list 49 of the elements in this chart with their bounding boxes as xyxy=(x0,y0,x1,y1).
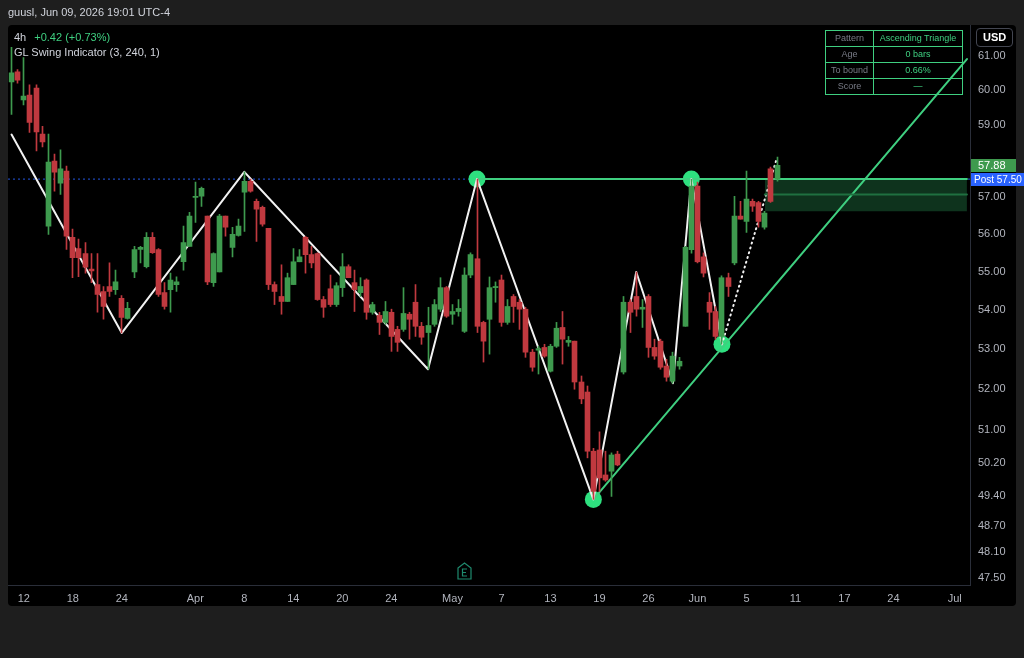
y-tick-label: 53.00 xyxy=(978,342,1006,355)
annotation: Score xyxy=(825,78,874,95)
y-axis-title: USD xyxy=(976,28,1014,47)
text: 57.88 xyxy=(971,158,1016,172)
annotation: Ascending Triangle xyxy=(873,30,963,47)
y-tick-label: 47.50 xyxy=(978,571,1006,584)
x-tick-label: Jun xyxy=(688,591,707,604)
y-tick-label: 50.20 xyxy=(978,455,1006,468)
x-tick-label: 20 xyxy=(336,591,349,604)
y-tick-label: 51.00 xyxy=(978,422,1006,435)
x-tick-label: 12 xyxy=(17,591,30,604)
text: guusl, Jun 09, 2026 19:01 UTC-4 xyxy=(8,5,171,19)
text: 4h xyxy=(14,31,27,43)
x-tick-label: Jul xyxy=(947,591,962,604)
annotation: Pattern xyxy=(825,30,874,47)
y-tick-label: 56.00 xyxy=(978,227,1006,240)
x-tick-label: May xyxy=(442,591,464,604)
annotation: +0.42 (+0.73%) xyxy=(34,31,111,43)
y-tick-label: 57.00 xyxy=(978,190,1006,203)
x-tick-label: 11 xyxy=(789,591,802,604)
x-tick-label: 14 xyxy=(287,591,300,604)
annotation: Age xyxy=(825,46,874,63)
annotation: To bound xyxy=(825,62,874,79)
x-tick-label: 24 xyxy=(115,591,128,604)
x-tick-label: Apr xyxy=(186,591,205,604)
y-tick-label: 59.00 xyxy=(978,118,1006,131)
y-tick-label: 61.00 xyxy=(978,48,1006,61)
x-tick-label: 8 xyxy=(241,591,248,604)
x-tick-label: 26 xyxy=(642,591,655,604)
annotation: — xyxy=(873,78,963,95)
y-tick-label: 60.00 xyxy=(978,83,1006,96)
x-tick-label: 5 xyxy=(743,591,750,604)
x-tick-label: 24 xyxy=(385,591,398,604)
y-tick-label: 49.40 xyxy=(978,489,1006,502)
x-tick-label: 13 xyxy=(544,591,557,604)
y-tick-label: 54.00 xyxy=(978,303,1006,316)
x-tick-label: 18 xyxy=(66,591,79,604)
y-tick-label: 55.00 xyxy=(978,265,1006,278)
text: GL Swing Indicator (3, 240, 1) xyxy=(14,45,160,59)
annotation: 0.66% xyxy=(873,62,963,79)
x-tick-label: 24 xyxy=(887,591,900,604)
y-tick-label: 48.70 xyxy=(978,519,1006,532)
ref-line-label: Post 57.50 xyxy=(971,172,1024,186)
x-tick-label: 7 xyxy=(498,591,505,604)
y-tick-label: 52.00 xyxy=(978,382,1006,395)
x-tick-label: 19 xyxy=(593,591,606,604)
x-tick-label: 17 xyxy=(838,591,851,604)
annotation: 0 bars xyxy=(873,46,963,63)
y-tick-label: 48.10 xyxy=(978,545,1006,558)
